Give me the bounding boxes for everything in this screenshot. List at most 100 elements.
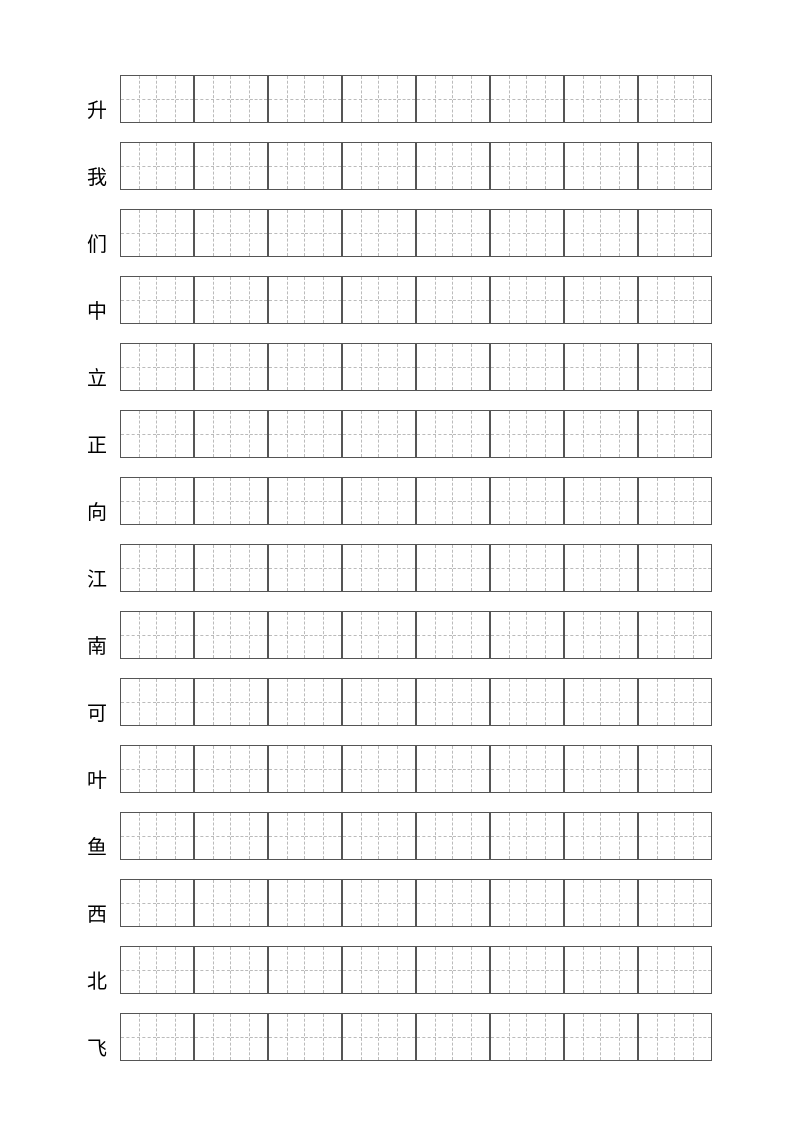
grid-strip [120,276,712,324]
cell-pair [491,143,565,189]
practice-cell [157,746,193,792]
cell-pair [491,1014,565,1060]
practice-cell [639,277,675,323]
cell-pair [639,813,711,859]
practice-cell [121,411,157,457]
cell-pair [639,746,711,792]
practice-cell [231,210,267,256]
cell-pair [565,1014,639,1060]
practice-cell [379,277,415,323]
cell-pair [269,478,343,524]
practice-cell [639,344,675,390]
practice-cell [343,277,379,323]
practice-cell [231,277,267,323]
practice-cell [491,813,527,859]
row-character-label: 中 [85,302,109,324]
cell-pair [343,880,417,926]
practice-cell [417,478,453,524]
grid-strip [120,812,712,860]
practice-cell [453,880,489,926]
cell-pair [565,277,639,323]
practice-cell [453,679,489,725]
practice-cell [195,76,231,122]
cell-pair [639,76,711,122]
practice-cell [453,1014,489,1060]
practice-cell [565,344,601,390]
cell-pair [565,76,639,122]
practice-cell [343,411,379,457]
practice-cell [527,143,563,189]
practice-cell [269,411,305,457]
cell-pair [639,411,711,457]
cell-pair [343,411,417,457]
practice-cell [417,1014,453,1060]
practice-cell [305,277,341,323]
cell-pair [417,411,491,457]
cell-pair [269,411,343,457]
cell-pair [195,612,269,658]
practice-cell [675,1014,711,1060]
practice-cell [527,746,563,792]
grid-strip [120,544,712,592]
practice-cell [417,947,453,993]
practice-cell [565,1014,601,1060]
cell-pair [565,813,639,859]
cell-pair [121,277,195,323]
cell-pair [121,880,195,926]
practice-cell [491,76,527,122]
cell-pair [417,1014,491,1060]
practice-cell [417,813,453,859]
practice-cell [231,344,267,390]
practice-cell [453,813,489,859]
cell-pair [195,880,269,926]
practice-cell [195,344,231,390]
cell-pair [565,612,639,658]
practice-cell [195,746,231,792]
practice-cell [527,344,563,390]
practice-cell [601,1014,637,1060]
grid-strip [120,1013,712,1061]
cell-pair [343,344,417,390]
practice-cell [269,545,305,591]
practice-cell [601,478,637,524]
practice-cell [269,478,305,524]
practice-cell [675,947,711,993]
practice-cell [639,143,675,189]
row-character-label: 可 [85,704,109,726]
practice-cell [195,880,231,926]
practice-page: 升我们中立正向江南可叶鱼西北飞 [0,0,800,1140]
cell-pair [639,1014,711,1060]
cell-pair [417,545,491,591]
cell-pair [565,880,639,926]
cell-pair [491,545,565,591]
practice-cell [639,746,675,792]
cell-pair [565,344,639,390]
cell-pair [343,746,417,792]
cell-pair [565,478,639,524]
practice-cell [343,947,379,993]
cell-pair [121,478,195,524]
cell-pair [639,277,711,323]
practice-cell [675,746,711,792]
practice-cell [639,880,675,926]
cell-pair [195,947,269,993]
cell-pair [121,76,195,122]
cell-pair [639,947,711,993]
practice-cell [453,210,489,256]
practice-cell [343,679,379,725]
practice-cell [231,612,267,658]
practice-cell [527,947,563,993]
practice-cell [379,1014,415,1060]
grid-strip [120,477,712,525]
practice-cell [601,813,637,859]
practice-cell [269,947,305,993]
practice-cell [269,143,305,189]
practice-cell [195,1014,231,1060]
cell-pair [639,679,711,725]
practice-cell [601,746,637,792]
practice-cell [157,478,193,524]
practice-row: 可 [85,678,715,726]
practice-cell [639,947,675,993]
practice-cell [121,612,157,658]
practice-cell [675,277,711,323]
